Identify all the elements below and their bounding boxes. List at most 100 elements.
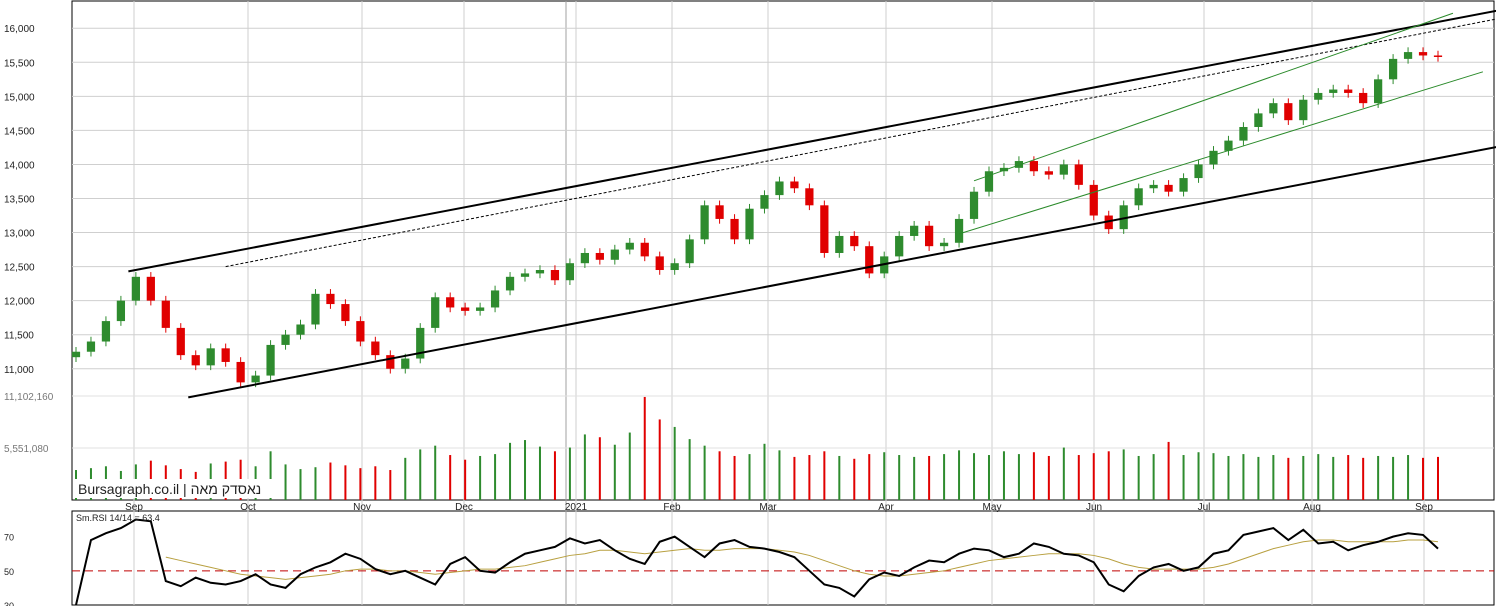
- price-tick-label: 14,500: [4, 126, 35, 137]
- price-tick-label: 15,000: [4, 92, 35, 103]
- price-tick-label: 11,500: [4, 331, 34, 342]
- volume-bar: [479, 455, 482, 500]
- candle-body: [565, 263, 575, 281]
- month-label: Sep: [1415, 502, 1433, 513]
- volume-tick-label: 5,551,080: [4, 444, 49, 455]
- brand-label: Bursagraph.co.il | נאסדק מאה: [78, 481, 261, 497]
- price-tick-label: 12,000: [4, 297, 35, 308]
- volume-bar: [1212, 453, 1215, 500]
- candle-body: [116, 300, 126, 322]
- volume-bar: [688, 439, 691, 500]
- middle-dashed-trend-line: [225, 18, 1496, 268]
- candle-body: [745, 208, 754, 240]
- axes: 16,000 15,500 15,000 14,500 14,000 13,500 13,0…: [4, 24, 1433, 606]
- candle-body: [131, 276, 140, 301]
- volume-bar: [1047, 455, 1050, 500]
- month-label: 2021: [565, 502, 588, 513]
- volume-bar: [1392, 456, 1395, 500]
- volume-bar: [538, 446, 541, 500]
- price-tick-label: 14,000: [4, 160, 35, 171]
- candle-body: [251, 375, 260, 383]
- candle-body: [146, 276, 155, 301]
- candle-body: [655, 256, 664, 271]
- volume-bar: [1182, 455, 1185, 500]
- volume-bar: [718, 451, 721, 500]
- volume-bar: [1272, 455, 1275, 500]
- volume-bar: [823, 451, 826, 500]
- candle-body: [685, 239, 694, 264]
- price-tick-label: 12,500: [4, 263, 35, 274]
- candle-body: [1418, 52, 1428, 56]
- candle-body: [206, 348, 215, 366]
- volume-bar: [778, 450, 781, 500]
- volume-bar: [284, 464, 287, 500]
- volume-bar: [1032, 452, 1035, 500]
- volume-bar: [464, 459, 467, 500]
- trend-lines: [128, 9, 1496, 399]
- candle-body: [790, 181, 799, 189]
- candle-body: [984, 171, 994, 192]
- volume-bar: [987, 455, 990, 500]
- volume-bar: [1197, 452, 1200, 500]
- volume-bar: [524, 440, 527, 500]
- price-tick-label: 15,500: [4, 58, 35, 69]
- volume-bar: [1077, 455, 1080, 500]
- volume-bar: [1062, 447, 1065, 500]
- candle-body: [1179, 178, 1188, 192]
- volume-bar: [568, 447, 571, 500]
- candle-body: [1044, 171, 1053, 175]
- candle-body: [281, 334, 290, 345]
- candle-body: [1224, 140, 1233, 151]
- month-label: Jul: [1198, 502, 1211, 513]
- volume-bar: [359, 468, 362, 500]
- volume-bar: [1242, 454, 1245, 500]
- volume-bar: [449, 455, 452, 500]
- volume-bar: [1347, 455, 1350, 500]
- month-label: Nov: [353, 502, 371, 513]
- candle-body: [236, 361, 245, 383]
- volume-bar: [763, 443, 766, 500]
- volume-bar: [898, 455, 901, 500]
- volume-bar: [1152, 454, 1155, 500]
- volume-bar: [928, 455, 931, 500]
- month-label: Feb: [663, 502, 681, 513]
- volume-bar: [913, 456, 916, 500]
- candle-body: [760, 195, 769, 209]
- candle-body: [820, 205, 829, 253]
- volume-bar: [1287, 457, 1290, 500]
- candle-body: [1299, 99, 1308, 121]
- candle-body: [311, 293, 320, 325]
- candle-body: [371, 341, 380, 356]
- candle-body: [1388, 58, 1398, 80]
- candle-body: [176, 327, 185, 356]
- candle-body: [161, 300, 170, 328]
- candle-body: [1089, 184, 1098, 216]
- candle-body: [610, 249, 619, 260]
- candle-body: [1329, 89, 1338, 93]
- candle-body: [850, 235, 859, 247]
- volume-bar: [553, 451, 556, 500]
- candle-body: [670, 263, 679, 271]
- volume-bar: [1377, 455, 1380, 500]
- candle-body: [805, 188, 814, 206]
- volume-bar: [344, 465, 347, 500]
- volume-bar: [973, 453, 976, 500]
- volume-bar: [1362, 457, 1365, 500]
- volume-bar: [509, 442, 512, 500]
- month-label: Oct: [240, 502, 256, 513]
- candle-body: [1164, 184, 1173, 192]
- volume-bar: [808, 455, 811, 500]
- volume-bar: [793, 456, 796, 500]
- rsi-panel-frame: [71, 510, 1495, 606]
- volume-bar: [419, 449, 422, 500]
- candle-body: [296, 324, 305, 335]
- candle-body: [101, 321, 111, 342]
- price-tick-label: 13,500: [4, 195, 35, 206]
- rsi-tick-label: 50: [4, 567, 14, 577]
- candle-body: [356, 321, 365, 342]
- price-tick-label: 11,000: [4, 365, 34, 376]
- volume-bar: [613, 444, 616, 500]
- volume-bar: [643, 396, 646, 500]
- volume-bar: [1302, 455, 1305, 500]
